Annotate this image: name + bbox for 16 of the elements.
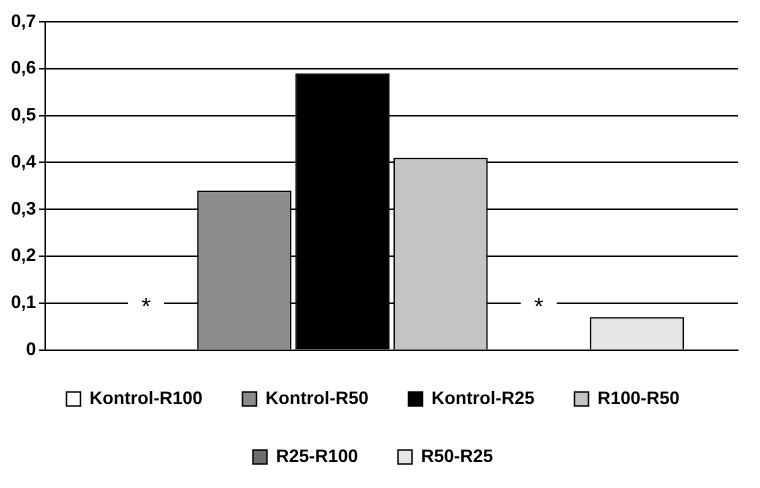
legend-label: Kontrol-R50 <box>265 388 368 408</box>
legend-label: Kontrol-R25 <box>431 388 534 408</box>
y-tick-label: 0,3 <box>10 198 36 218</box>
y-tick-label: 0,2 <box>10 245 36 266</box>
y-tick-label: 0,4 <box>10 151 36 172</box>
legend-label: R25-R100 <box>276 446 358 466</box>
legend-label: R50-R25 <box>421 446 494 466</box>
y-tick-label: 0,1 <box>10 292 36 312</box>
legend-label: Kontrol-R100 <box>89 388 202 408</box>
annotation: * <box>141 294 151 321</box>
legend-label: R100-R50 <box>597 388 680 408</box>
y-tick-label: 0,7 <box>10 10 36 31</box>
y-tick-label: 0 <box>26 338 36 359</box>
y-tick-label: 0,5 <box>10 104 36 125</box>
y-tick-label: 0,6 <box>10 58 36 78</box>
annotation: * <box>534 294 544 321</box>
